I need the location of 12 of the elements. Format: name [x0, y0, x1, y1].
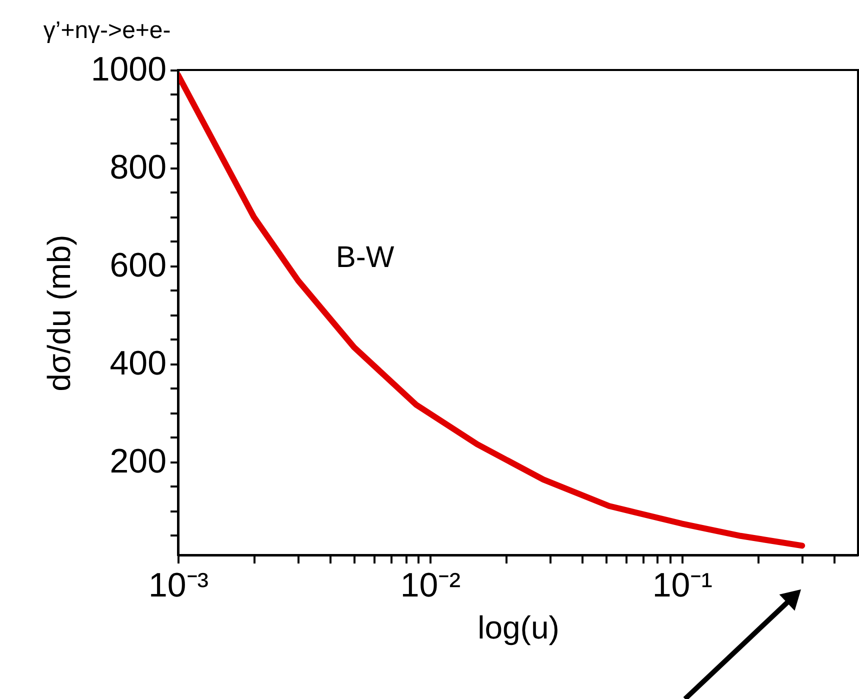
x-tick-label: 10⁻³ — [148, 566, 209, 604]
chart-title: γ’+nγ->e+e- — [43, 17, 171, 44]
x-tick-label: 10⁻¹ — [652, 566, 712, 604]
y-tick-label: 600 — [110, 246, 166, 284]
y-tick-label: 800 — [110, 148, 166, 186]
y-axis-title: dσ/du (mb) — [40, 234, 77, 392]
x-tick-label: 10⁻² — [400, 566, 461, 604]
y-tick-label: 1000 — [90, 50, 166, 88]
annotation: B-W — [336, 241, 395, 274]
x-axis-title: log(u) — [478, 610, 560, 646]
y-tick-label: 400 — [110, 344, 166, 382]
y-tick-label: 200 — [110, 442, 166, 480]
